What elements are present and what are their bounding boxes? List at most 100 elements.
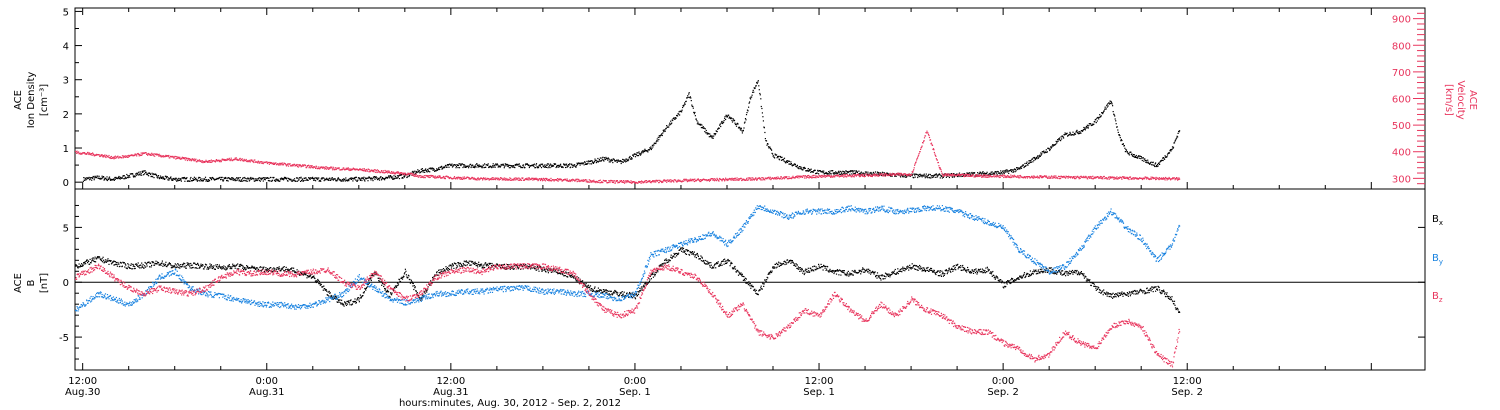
- data-point: [311, 177, 313, 179]
- data-point: [555, 166, 557, 169]
- data-point: [601, 181, 603, 183]
- data-point: [592, 162, 595, 164]
- data-point: [527, 178, 529, 180]
- data-point: [1028, 160, 1030, 162]
- data-point: [273, 163, 275, 165]
- data-point: [150, 262, 152, 264]
- data-point: [727, 115, 729, 117]
- data-point: [175, 264, 177, 266]
- data-point: [353, 177, 355, 179]
- data-point: [477, 164, 479, 167]
- data-point: [597, 157, 599, 160]
- data-point: [285, 178, 288, 180]
- data-point: [374, 176, 377, 179]
- density-y-tick-label: 0: [63, 178, 69, 189]
- data-point: [644, 148, 646, 150]
- data-point: [184, 157, 186, 159]
- data-point: [273, 269, 275, 271]
- data-point: [842, 174, 844, 176]
- data-point: [334, 169, 336, 171]
- data-point: [1177, 177, 1179, 179]
- data-point: [374, 178, 376, 180]
- data-point: [858, 173, 860, 175]
- data-point: [623, 160, 625, 162]
- data-point: [537, 166, 539, 168]
- data-point: [780, 176, 782, 178]
- data-point: [535, 163, 538, 165]
- data-point: [242, 267, 244, 269]
- data-point: [629, 181, 632, 184]
- data-point: [816, 175, 818, 177]
- data-point: [749, 97, 751, 99]
- data-point: [775, 178, 777, 180]
- data-point: [280, 178, 282, 181]
- data-point: [518, 163, 520, 165]
- data-point: [207, 267, 209, 269]
- data-point: [616, 161, 618, 163]
- data-point: [323, 167, 325, 169]
- data-point: [634, 156, 637, 158]
- data-point: [478, 165, 480, 167]
- data-point: [268, 269, 270, 271]
- data-point: [1138, 157, 1140, 159]
- data-point: [239, 177, 241, 179]
- data-point: [375, 170, 378, 172]
- data-point: [930, 177, 932, 179]
- data-point: [1142, 157, 1144, 159]
- data-point: [200, 263, 202, 265]
- data-point: [517, 179, 519, 181]
- data-point: [297, 177, 299, 179]
- data-point: [502, 179, 504, 181]
- data-point: [99, 258, 101, 260]
- data-point: [118, 178, 120, 180]
- data-point: [719, 124, 721, 126]
- data-point: [142, 152, 144, 154]
- data-point: [1172, 177, 1174, 179]
- data-point: [101, 154, 103, 156]
- data-point: [242, 177, 244, 179]
- data-point: [371, 169, 374, 171]
- data-point: [548, 180, 550, 182]
- data-point: [183, 262, 185, 264]
- data-point: [259, 266, 261, 269]
- data-point: [842, 171, 844, 173]
- data-point: [651, 144, 653, 146]
- data-point: [418, 170, 420, 172]
- data-point: [230, 179, 232, 181]
- data-point: [328, 168, 330, 170]
- data-point: [662, 132, 664, 134]
- data-point: [541, 180, 544, 182]
- data-point: [147, 154, 149, 156]
- data-point: [1009, 176, 1011, 178]
- data-point: [86, 259, 88, 261]
- data-point: [837, 172, 839, 174]
- data-point: [1007, 171, 1009, 173]
- data-point: [880, 174, 883, 177]
- data-point: [591, 180, 593, 182]
- data-point: [434, 177, 436, 179]
- data-point: [159, 263, 162, 265]
- data-point: [386, 170, 388, 172]
- data-point: [245, 158, 247, 161]
- data-point: [695, 118, 697, 120]
- data-point: [809, 169, 811, 171]
- data-point: [583, 162, 585, 164]
- data-point: [577, 163, 579, 165]
- data-point: [781, 178, 783, 180]
- data-point: [293, 178, 296, 180]
- data-point: [381, 178, 383, 180]
- data-point: [146, 265, 148, 267]
- data-point: [558, 164, 560, 166]
- data-point: [135, 263, 137, 265]
- data-point: [1105, 177, 1107, 179]
- data-point: [543, 178, 546, 181]
- data-point: [386, 171, 388, 173]
- data-point: [319, 180, 321, 182]
- data-point: [596, 160, 598, 162]
- data-point: [427, 169, 429, 171]
- data-point: [101, 260, 103, 262]
- data-point: [600, 160, 602, 162]
- data-point: [686, 97, 688, 99]
- data-point: [996, 172, 998, 174]
- x-tick-label-time: 12:00: [805, 376, 834, 387]
